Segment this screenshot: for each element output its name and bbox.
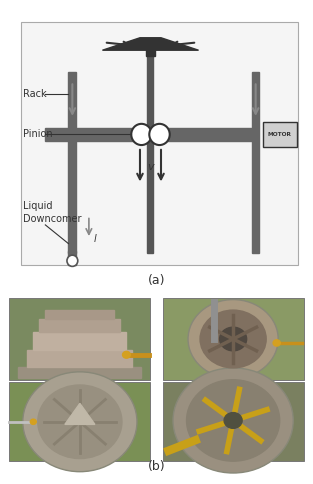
Circle shape — [131, 124, 152, 145]
Polygon shape — [102, 38, 198, 50]
Circle shape — [23, 372, 137, 472]
Circle shape — [38, 385, 122, 458]
Circle shape — [123, 351, 130, 358]
Bar — [252, 72, 259, 253]
Polygon shape — [65, 403, 95, 424]
Circle shape — [200, 310, 266, 368]
Circle shape — [188, 300, 278, 378]
Bar — [147, 141, 153, 253]
Text: v: v — [147, 162, 154, 172]
Bar — [146, 49, 155, 57]
Bar — [147, 50, 153, 128]
Text: l: l — [94, 234, 97, 244]
Bar — [9, 382, 151, 461]
Bar — [45, 310, 115, 319]
Circle shape — [173, 368, 293, 473]
Circle shape — [187, 380, 280, 461]
Bar — [162, 298, 304, 380]
Bar — [33, 333, 126, 349]
Text: (b): (b) — [148, 460, 165, 473]
Circle shape — [273, 340, 280, 346]
Bar — [27, 349, 132, 366]
Bar — [45, 128, 256, 141]
Bar — [69, 72, 76, 253]
Text: MOTOR: MOTOR — [268, 132, 292, 136]
Bar — [21, 22, 298, 265]
Text: Pinion: Pinion — [23, 129, 52, 139]
Bar — [162, 382, 304, 461]
Circle shape — [224, 412, 242, 428]
Bar — [18, 366, 141, 378]
Bar — [39, 319, 121, 333]
Circle shape — [30, 419, 36, 424]
Text: (a): (a) — [148, 274, 165, 287]
Circle shape — [220, 327, 247, 351]
FancyBboxPatch shape — [263, 122, 297, 147]
Circle shape — [67, 255, 78, 266]
Text: Rack: Rack — [23, 89, 46, 99]
Bar — [9, 298, 151, 380]
Text: Liquid
Downcomer: Liquid Downcomer — [23, 201, 81, 224]
Bar — [69, 251, 76, 265]
Circle shape — [149, 124, 170, 145]
